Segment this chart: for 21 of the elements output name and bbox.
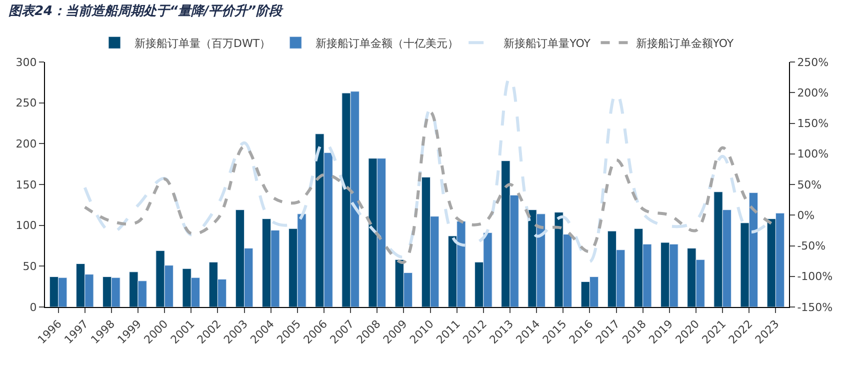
y2-tick-label: 50% [797, 178, 822, 192]
y2-tick-label: 200% [797, 86, 829, 100]
legend-label: 新接船订单金额YOY [636, 36, 734, 50]
y-tick-label: 150 [16, 178, 37, 192]
legend-label: 新接船订单量YOY [504, 36, 591, 50]
y-tick-label: 300 [16, 56, 37, 69]
y-tick-label: 50 [22, 260, 37, 274]
y2-tick-label: 0% [797, 208, 815, 222]
chart-title: 图表24：当前造船周期处于“量降/平价升”阶段 [8, 2, 284, 19]
y2-tick-label: 100% [797, 148, 829, 161]
legend-label: 新接船订单量（百万DWT） [134, 36, 271, 50]
y2-tick-label: -150% [797, 300, 833, 314]
y-tick-label: 100 [16, 219, 37, 232]
y2-tick-label: -100% [797, 270, 833, 284]
legend-label: 新接船订单金额（十亿美元） [316, 36, 459, 50]
y-tick-label: 0 [30, 300, 37, 314]
y-tick-label: 200 [16, 138, 37, 151]
y2-tick-label: 150% [797, 117, 829, 130]
y-tick-label: 250 [16, 96, 37, 110]
y2-tick-label: 250% [797, 56, 829, 69]
y2-tick-label: -50% [797, 240, 826, 253]
